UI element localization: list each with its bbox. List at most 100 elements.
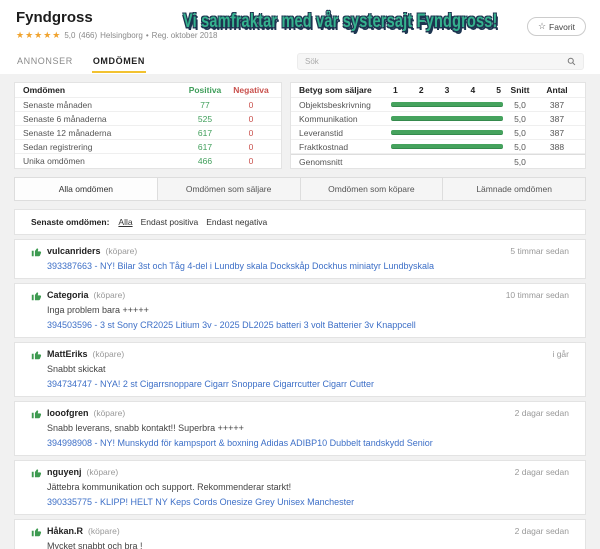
scale-tick: 1: [393, 85, 398, 95]
review-role: (köpare): [93, 408, 126, 418]
review-item: nguyenj (köpare) 2 dagar sedan Jättebra …: [14, 460, 586, 515]
thumbs-up-icon: [31, 526, 42, 537]
filter-option-0[interactable]: Alla: [118, 217, 133, 227]
summary-header-positive: Positiva: [188, 85, 222, 95]
header: Fyndgross ★★★★★ 5,0 (466) Helsingborg • …: [0, 0, 600, 48]
summary-header-row: Omdömen Positiva Negativa: [15, 83, 281, 98]
review-list: vulcanriders (köpare) 5 timmar sedan 393…: [14, 239, 586, 549]
filter-tab-3[interactable]: Lämnade omdömen: [443, 178, 585, 200]
nav-tab-omdömen[interactable]: OMDÖMEN: [91, 49, 147, 73]
review-item-link[interactable]: 394998908 - NY! Munskydd för kampsport &…: [47, 438, 433, 448]
registered-date: Reg. oktober 2018: [151, 31, 218, 40]
scale-tick: 3: [444, 85, 450, 95]
summary-row-negative: 0: [248, 113, 254, 124]
summary-row-negative: 0: [248, 99, 254, 110]
review-username[interactable]: Håkan.R: [47, 526, 84, 536]
rating-row: Objektsbeskrivning 5,0 387: [291, 98, 585, 112]
review-item: looofgren (köpare) 2 dagar sedan Snabb l…: [14, 401, 586, 456]
review-comment: Snabbt skickat: [47, 364, 106, 374]
rating-footer-label: Genomsnitt: [299, 156, 343, 167]
summary-row-label: Sedan registrering: [23, 141, 93, 152]
review-item-link[interactable]: 394503596 - 3 st Sony CR2025 Litium 3v -…: [47, 320, 416, 330]
review-item-link[interactable]: 390335775 - KLIPP! HELT NY Keps Cords On…: [47, 497, 355, 507]
summary-row-label: Senaste månaden: [23, 99, 92, 110]
filter-tab-2[interactable]: Omdömen som köpare: [300, 178, 444, 200]
seller-meta: ★★★★★ 5,0 (466) Helsingborg • Reg. oktob…: [16, 30, 584, 41]
review-item: Categoria (köpare) 10 timmar sedan Inga …: [14, 283, 586, 338]
review-role: (köpare): [88, 526, 120, 536]
review-username[interactable]: looofgren: [47, 408, 89, 418]
rating-footer-snitt: 5,0: [514, 156, 526, 167]
page-title: Fyndgross: [16, 9, 93, 26]
favorite-button[interactable]: ☆ Favorit: [526, 17, 586, 36]
rating-row-snitt: 5,0: [514, 113, 526, 124]
rating-row: Kommunikation 5,0 387: [291, 112, 585, 126]
review-comment: Inga problem bara +++++: [47, 305, 149, 315]
review-item: MattEriks (köpare) i går Snabbt skickat …: [14, 342, 586, 397]
review-username[interactable]: nguyenj: [47, 467, 82, 477]
rating-row-antal: 387: [549, 113, 565, 124]
rating-scale: 1 2 3 4 5: [391, 85, 503, 95]
review-timestamp: 2 dagar sedan: [514, 408, 569, 418]
nav-tab-annonser[interactable]: ANNONSER: [16, 49, 74, 73]
rating-value: 5,0: [64, 31, 76, 40]
search-icon[interactable]: [567, 57, 576, 66]
scale-tick: 4: [470, 85, 476, 95]
filter-tab-1[interactable]: Omdömen som säljare: [157, 178, 301, 200]
rating-bar: [391, 144, 503, 149]
content-area: Omdömen Positiva Negativa Senaste månade…: [0, 74, 600, 549]
latest-reviews-filterbar: Senaste omdömen: Alla Endast positiva Enda…: [14, 209, 586, 235]
rating-header-row: Betyg som säljare 1 2 3 4 5 Snitt Antal: [291, 83, 585, 98]
seller-location: Helsingborg: [100, 31, 143, 40]
search-input[interactable]: [305, 56, 567, 66]
review-timestamp: i går: [552, 349, 569, 359]
summary-row: Senaste månaden 77 0: [15, 98, 281, 112]
rating-row-label: Kommunikation: [299, 113, 358, 124]
summary-row-positive: 77: [200, 99, 210, 110]
rating-row: Fraktkostnad 5,0 388: [291, 140, 585, 154]
summary-row-positive: 466: [197, 156, 213, 166]
review-item-link[interactable]: 394734747 - NYA! 2 st Cigarrsnoppare Cig…: [47, 379, 374, 389]
review-role: (köpare): [86, 467, 119, 477]
rating-footer-row: Genomsnitt 5,0: [291, 154, 585, 168]
rating-bar: [391, 102, 503, 107]
review-item-link[interactable]: 393387663 - NY! Bilar 3st och Tåg 4-del …: [47, 261, 435, 271]
summary-row-label: Senaste 6 månaderna: [23, 113, 107, 124]
summary-row-negative: 0: [248, 141, 254, 152]
star-outline-icon: ☆: [537, 21, 547, 31]
rating-header-snitt: Snitt: [510, 85, 530, 95]
review-timestamp: 2 dagar sedan: [514, 526, 569, 536]
review-comment: Jättebra kommunikation och support. Reko…: [47, 482, 292, 492]
rating-row-label: Objektsbeskrivning: [299, 99, 371, 110]
summary-row: Senaste 12 månaderna 617 0: [15, 126, 281, 140]
summary-row-positive: 617: [197, 127, 213, 138]
rating-row-antal: 387: [549, 127, 565, 138]
rating-row-label: Fraktkostnad: [299, 141, 349, 152]
summary-row-negative: 0: [248, 127, 254, 138]
summary-header-negative: Negativa: [233, 85, 269, 95]
rating-row-snitt: 5,0: [514, 99, 526, 110]
scale-tick: 2: [418, 85, 424, 95]
review-username[interactable]: vulcanriders: [47, 246, 101, 256]
summary-row-positive: 525: [197, 113, 213, 124]
filterbar-label: Senaste omdömen:: [31, 217, 110, 227]
filter-tab-0[interactable]: Alla omdömen: [15, 178, 158, 200]
rating-header-title: Betyg som säljare: [299, 85, 372, 95]
review-username[interactable]: Categoria: [47, 290, 89, 300]
rating-header-antal: Antal: [546, 85, 568, 95]
filter-option-2[interactable]: Endast negativa: [206, 217, 268, 227]
rating-row-snitt: 5,0: [514, 127, 526, 138]
review-filter-tabs: Alla omdömen Omdömen som säljare Omdömen s…: [14, 177, 586, 201]
nav-tabbar: ANNONSER OMDÖMEN: [0, 48, 600, 74]
review-comment: Snabb leverans, snabb kontakt!! Superbra…: [47, 423, 244, 433]
rating-count: (466): [78, 31, 98, 40]
rating-bar: [391, 116, 503, 121]
summary-row-label: Senaste 12 månaderna: [23, 127, 112, 138]
review-username[interactable]: MattEriks: [47, 349, 88, 359]
review-role: (köpare): [93, 290, 126, 300]
review-role: (köpare): [105, 246, 138, 256]
filter-option-1[interactable]: Endast positiva: [140, 217, 199, 227]
review-timestamp: 5 timmar sedan: [510, 246, 569, 256]
thumbs-up-icon: [31, 467, 42, 478]
